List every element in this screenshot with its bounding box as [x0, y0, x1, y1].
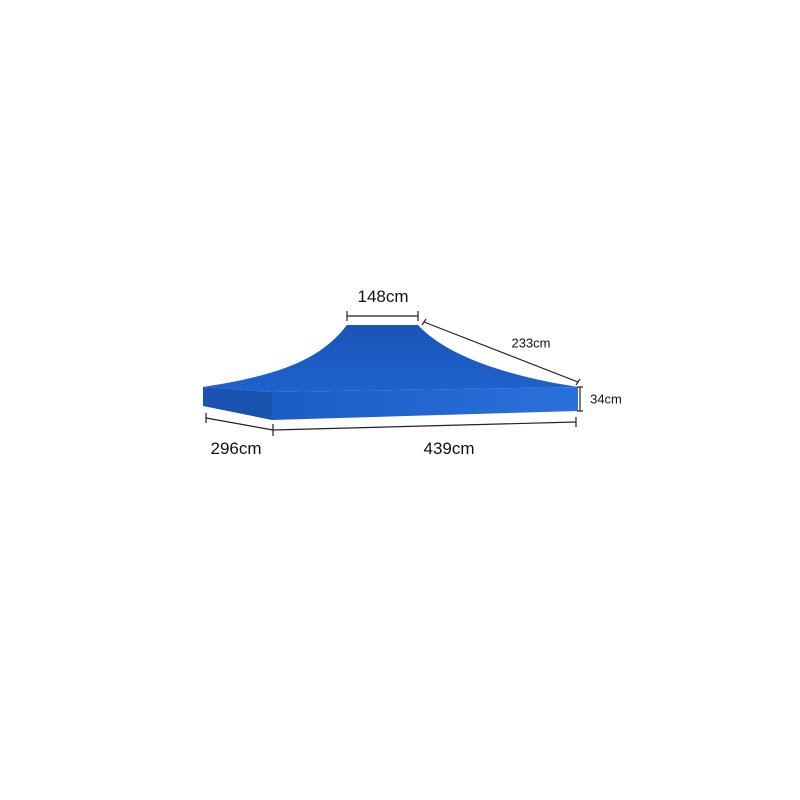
dim-line-slope: [421, 318, 581, 386]
label-depth: 296cm: [210, 439, 262, 458]
label-slope-length: 233cm: [511, 335, 551, 351]
label-length: 439cm: [423, 439, 475, 458]
canopy-roof: [203, 325, 578, 392]
canopy-front-valance: [272, 387, 578, 420]
dim-line-depth: [205, 413, 274, 431]
label-top-width: 148cm: [357, 287, 409, 306]
dim-line-height: [577, 386, 583, 412]
dim-line-length: [272, 417, 577, 436]
canopy-side-valance: [203, 387, 272, 420]
dim-line-top-width: [346, 311, 419, 321]
label-valance-height: 34cm: [590, 391, 622, 407]
